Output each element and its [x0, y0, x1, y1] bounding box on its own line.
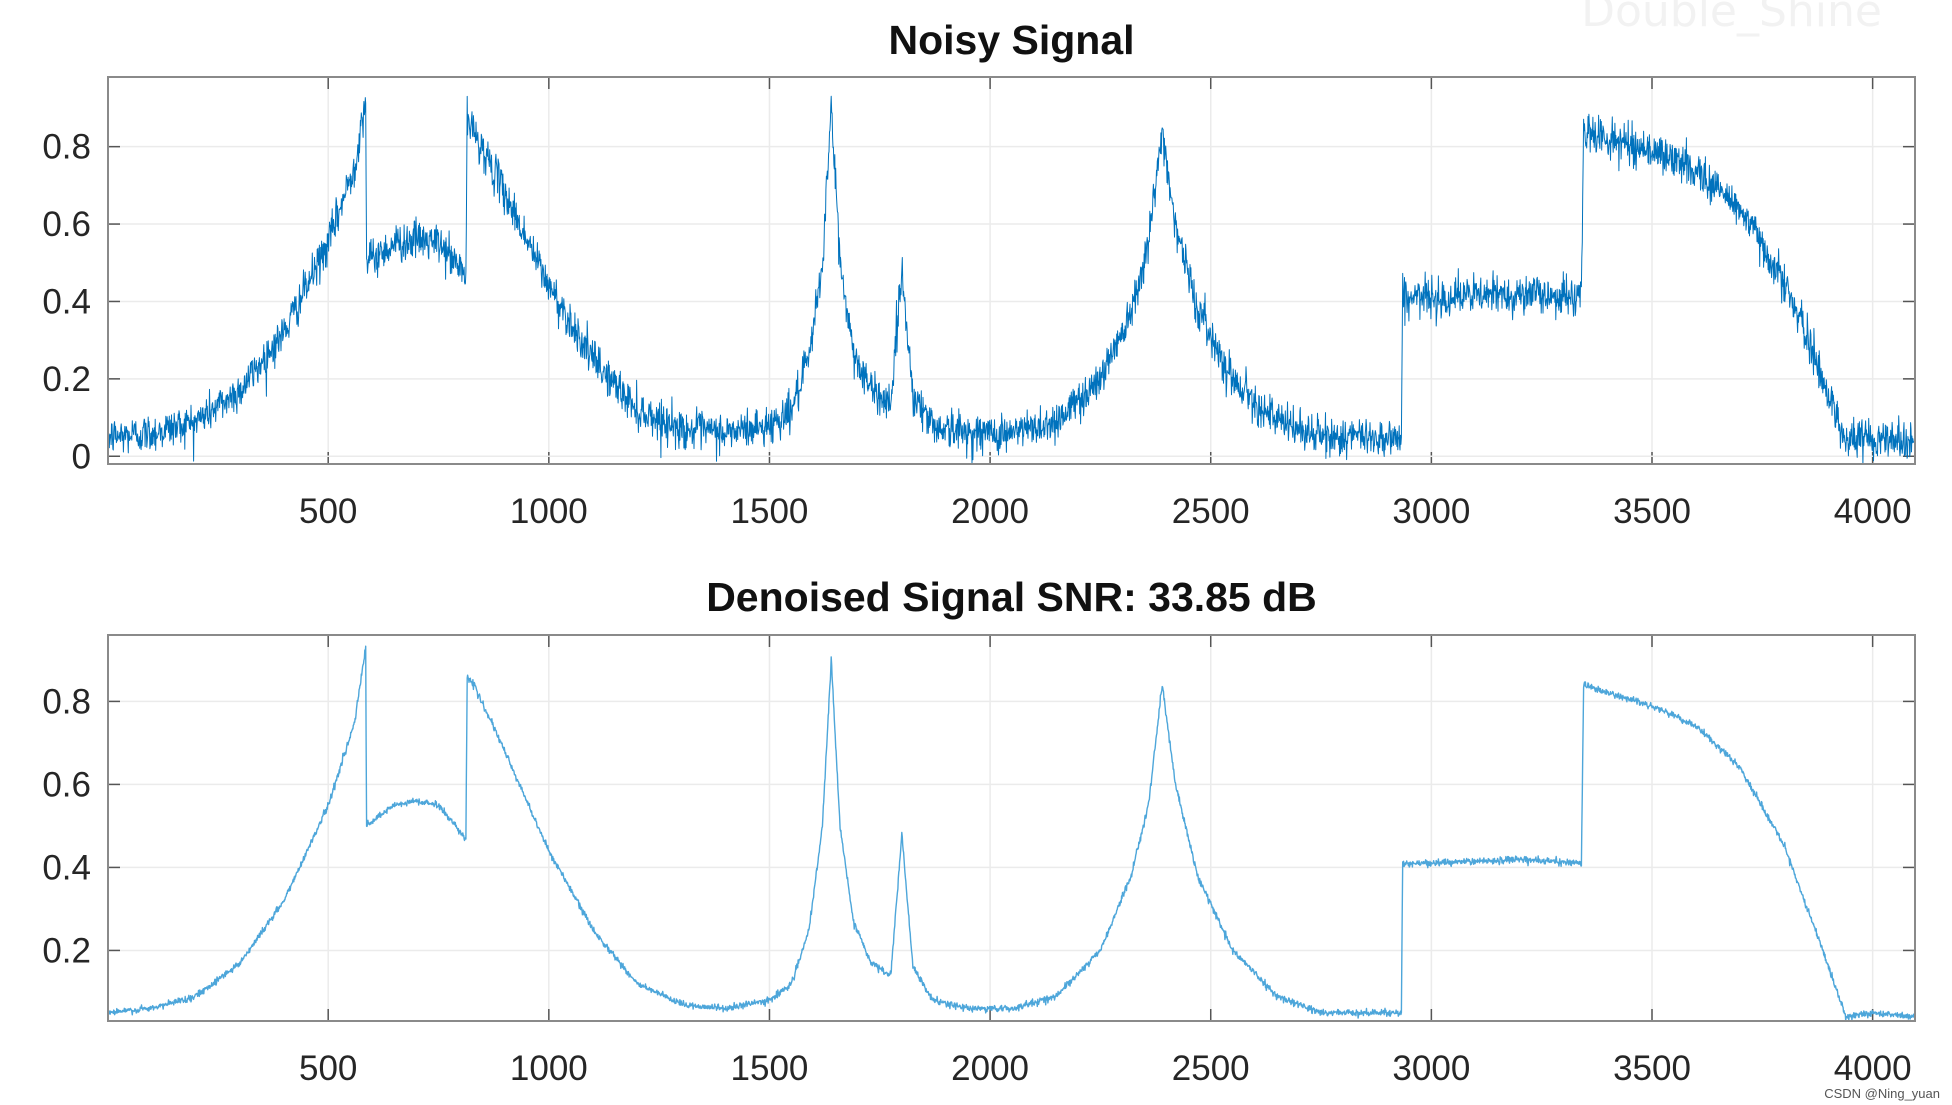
x-tick-label: 4000 — [1834, 492, 1912, 531]
axes-box — [107, 634, 1916, 1022]
y-tick-label: 0.6 — [42, 765, 91, 804]
y-tick-label: 0.2 — [42, 360, 91, 399]
axes-box — [107, 76, 1916, 465]
x-tick-label: 1500 — [731, 492, 809, 531]
chart-title: Noisy Signal — [888, 17, 1134, 63]
plot-area — [108, 635, 1915, 1021]
x-tick-label: 2500 — [1172, 492, 1250, 531]
axes-1: 500 1000 1500 2000 2500 3000 3500 4000 0 0.2 0.4 0.… — [42, 17, 1916, 531]
credit-text: CSDN @Ning_yuan — [1824, 1086, 1940, 1101]
x-tick-label: 3000 — [1392, 1049, 1470, 1088]
y-tick-label: 0.4 — [42, 282, 91, 321]
x-tick-label: 4000 — [1834, 1049, 1912, 1088]
watermark: Double_Shine — [1581, 0, 1882, 37]
y-tick-label: 0.6 — [42, 205, 91, 244]
y-tick-label: 0.8 — [42, 682, 91, 721]
x-tick-label: 1000 — [510, 492, 588, 531]
x-tick-label: 3500 — [1613, 1049, 1691, 1088]
x-tick-label: 500 — [299, 492, 357, 531]
signal-line — [107, 645, 1916, 1022]
x-tick-label: 3500 — [1613, 492, 1691, 531]
x-tick-label: 500 — [299, 1049, 357, 1088]
x-tick-label: 2000 — [951, 1049, 1029, 1088]
y-tick-label: 0.4 — [42, 848, 91, 887]
chart-title: Denoised Signal SNR: 33.85 dB — [706, 574, 1317, 620]
signal-line — [107, 95, 1916, 465]
x-tick-label: 3000 — [1392, 492, 1470, 531]
y-tick-label: 0 — [72, 437, 91, 476]
y-tick-label: 0.2 — [42, 931, 91, 970]
x-tick-label: 2500 — [1172, 1049, 1250, 1088]
y-tick-label: 0.8 — [42, 128, 91, 167]
x-tick-label: 1500 — [731, 1049, 809, 1088]
x-tick-label: 1000 — [510, 1049, 588, 1088]
axes-2: 500 1000 1500 2000 2500 3000 3500 4000 0.2 0.4 0.6… — [42, 574, 1916, 1088]
x-tick-label: 2000 — [951, 492, 1029, 531]
